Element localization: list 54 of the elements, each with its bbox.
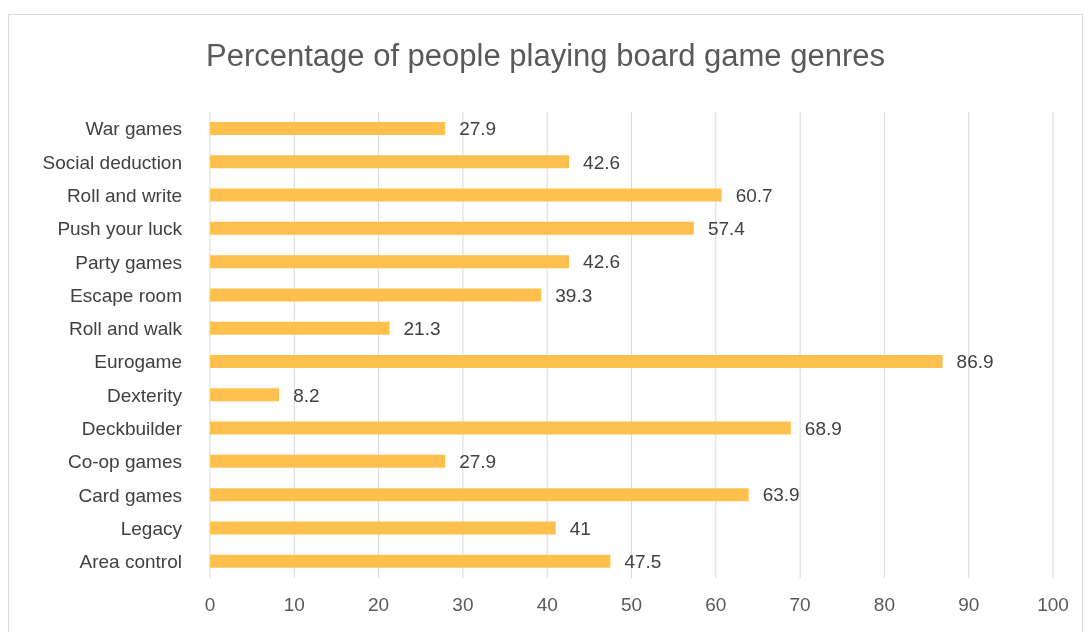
y-tick-label: Escape room bbox=[70, 284, 182, 306]
bar bbox=[210, 488, 749, 502]
bar bbox=[210, 321, 390, 335]
bar bbox=[210, 288, 542, 302]
x-tick-label: 80 bbox=[873, 594, 895, 616]
data-label: 42.6 bbox=[583, 151, 621, 173]
data-label: 60.7 bbox=[735, 184, 773, 206]
bar bbox=[210, 255, 570, 269]
y-tick-label: Social deduction bbox=[42, 151, 182, 173]
data-label: 42.6 bbox=[583, 251, 621, 273]
bar bbox=[210, 454, 446, 468]
y-tick-label: Deckbuilder bbox=[81, 417, 183, 439]
bar bbox=[210, 388, 280, 402]
x-tick-label: 60 bbox=[705, 594, 727, 616]
y-tick-label: Card games bbox=[78, 484, 182, 506]
data-label: 57.4 bbox=[707, 218, 746, 240]
bar bbox=[210, 554, 611, 568]
y-tick-label: Co-op games bbox=[67, 451, 182, 473]
data-label: 63.9 bbox=[762, 484, 800, 506]
data-label: 27.9 bbox=[459, 118, 497, 140]
y-tick-label: Roll and write bbox=[66, 184, 182, 206]
x-tick-label: 90 bbox=[958, 594, 980, 616]
data-label: 41 bbox=[569, 517, 591, 539]
y-tick-label: Area control bbox=[79, 551, 182, 573]
data-label: 27.9 bbox=[459, 451, 497, 473]
data-label: 21.3 bbox=[403, 317, 441, 339]
y-tick-label: Eurogame bbox=[94, 351, 182, 373]
x-tick-label: 0 bbox=[204, 594, 216, 616]
chart-title: Percentage of people playing board game genres bbox=[204, 38, 886, 74]
x-tick-label: 50 bbox=[620, 594, 643, 616]
data-label: 68.9 bbox=[804, 417, 842, 439]
y-tick-label: Dexterity bbox=[107, 384, 183, 406]
x-tick-label: 70 bbox=[789, 594, 811, 616]
bar bbox=[210, 521, 556, 535]
x-tick-label: 40 bbox=[536, 594, 558, 616]
bar bbox=[210, 421, 791, 435]
bar bbox=[210, 155, 570, 169]
x-tick-label: 20 bbox=[368, 594, 390, 616]
data-label: 86.9 bbox=[956, 351, 994, 373]
x-tick-label: 10 bbox=[283, 594, 305, 616]
data-label: 47.5 bbox=[624, 550, 662, 572]
bar bbox=[210, 355, 943, 368]
data-label: 39.3 bbox=[555, 284, 593, 306]
data-label: 8.2 bbox=[293, 384, 320, 406]
bar bbox=[210, 122, 446, 135]
y-tick-label: Party games bbox=[75, 251, 182, 273]
y-tick-label: Roll and walk bbox=[69, 318, 183, 340]
y-tick-label: War games bbox=[85, 118, 182, 140]
x-tick-label: 100 bbox=[1037, 594, 1069, 616]
y-tick-label: Push your luck bbox=[57, 218, 183, 240]
bar bbox=[210, 188, 722, 202]
x-tick-label: 30 bbox=[452, 594, 474, 616]
y-tick-label: Legacy bbox=[120, 517, 183, 539]
bar bbox=[210, 221, 694, 235]
